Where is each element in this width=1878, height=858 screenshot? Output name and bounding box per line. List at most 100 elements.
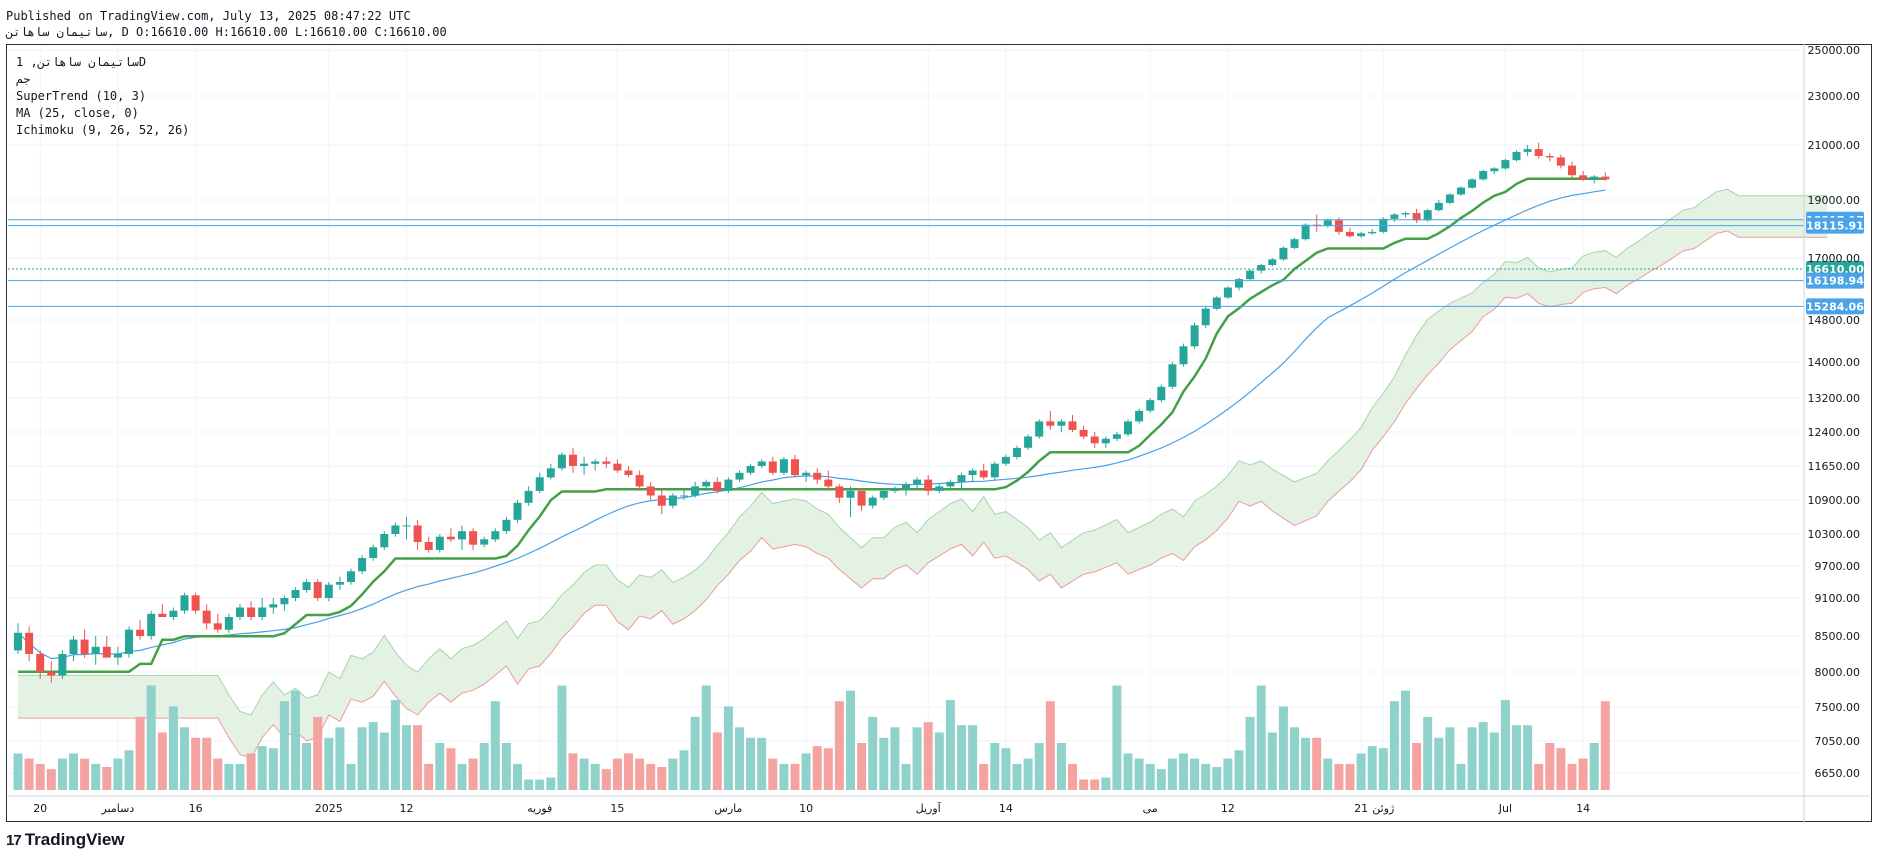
candle-body	[635, 475, 644, 487]
volume-bar	[912, 727, 922, 790]
tradingview-footer[interactable]: 17 TradingView	[6, 830, 125, 850]
candle-body	[702, 481, 711, 487]
volume-bar	[168, 706, 178, 790]
volume-bar	[357, 727, 367, 790]
volume-bar	[1367, 746, 1377, 790]
candle-body	[802, 472, 811, 476]
volume-bar	[1234, 750, 1244, 790]
x-axis-tick-label: ژوئن	[1372, 802, 1394, 815]
candle-body	[1268, 259, 1277, 265]
candle-body	[1390, 214, 1399, 219]
volume-bar	[579, 758, 589, 790]
candle-body	[746, 466, 755, 473]
volume-bar	[990, 743, 1000, 790]
volume-bar	[1079, 779, 1089, 790]
candle-body	[1201, 308, 1210, 326]
y-axis-tick-label: 10300.00	[1808, 528, 1861, 541]
volume-bar	[146, 685, 156, 790]
price-label-bg	[1806, 298, 1864, 315]
candle-body	[1190, 325, 1199, 347]
volume-bar	[723, 706, 733, 790]
candle-body	[879, 490, 888, 498]
chart-frame[interactable]	[6, 44, 1872, 822]
x-axis-tick-label: می	[1143, 802, 1158, 815]
volume-bar	[135, 716, 145, 791]
volume-bar	[346, 763, 356, 790]
x-axis-tick-label: 14	[1576, 802, 1590, 815]
candle-body	[1401, 213, 1410, 215]
candle-body	[1601, 176, 1610, 180]
candle-body	[735, 472, 744, 480]
candle-body	[280, 598, 289, 605]
candle-body	[1423, 210, 1432, 221]
x-axis-tick-label: آوریل	[916, 801, 942, 815]
volume-bar	[1101, 777, 1111, 790]
x-axis-tick-label: 20	[33, 802, 47, 815]
volume-bar	[1567, 763, 1577, 790]
volume-bar	[1301, 737, 1311, 791]
volume-bar	[46, 769, 56, 790]
legend-supertrend[interactable]: SuperTrend (10, 3)	[16, 89, 147, 103]
volume-bar	[490, 701, 500, 790]
volume-bar	[568, 753, 578, 790]
legend-symbol[interactable]: ساتیمان ساهاتن, 1D	[16, 55, 147, 69]
candle-body	[857, 490, 866, 506]
candle-body	[158, 613, 167, 617]
volume-bar	[424, 763, 434, 790]
candle-body	[757, 461, 766, 466]
candle-body	[313, 582, 322, 598]
candle-body	[435, 536, 444, 550]
candle-body	[236, 607, 244, 617]
price-label-bg	[1806, 217, 1864, 234]
x-axis-tick-label: 15	[610, 802, 624, 815]
volume-bar	[1334, 763, 1344, 790]
candle-body	[202, 610, 211, 624]
candle-body	[58, 654, 67, 676]
candle-body	[1101, 438, 1110, 444]
candle-body	[535, 477, 544, 491]
legend-ma[interactable]: MA (25, close, 0)	[16, 106, 139, 120]
candle-body	[1279, 247, 1288, 260]
volume-bar	[1290, 727, 1299, 790]
candle-body	[1079, 429, 1088, 437]
volume-bar	[279, 701, 289, 790]
candle-body	[1445, 194, 1454, 203]
price-label: 18115.91	[1806, 220, 1864, 233]
candle-body	[1235, 279, 1243, 288]
volume-bar	[501, 743, 511, 790]
candle-body	[358, 558, 367, 572]
candle-body	[890, 488, 899, 491]
volume-bar	[757, 737, 767, 791]
chart-header: Published on TradingView.com, July 13, 2…	[6, 8, 447, 40]
volume-bar	[102, 767, 112, 790]
volume-bar	[257, 746, 267, 790]
candle-body	[224, 617, 233, 630]
candle-body	[602, 461, 611, 464]
candle-body	[591, 461, 600, 464]
candle-body	[1523, 149, 1532, 152]
volume-bar	[1256, 685, 1266, 790]
candle-body	[1212, 297, 1221, 309]
y-axis-tick-label: 12400.00	[1808, 426, 1861, 439]
candle-body	[1346, 231, 1354, 237]
candle-body	[1246, 270, 1255, 280]
candle-body	[657, 495, 666, 506]
ichimoku-span-a	[18, 188, 1828, 716]
y-axis-tick-label: 6650.00	[1815, 767, 1861, 780]
candle-body	[347, 571, 355, 582]
candle-body	[924, 479, 933, 491]
volume-bar	[1556, 748, 1566, 790]
candle-body	[768, 461, 777, 473]
candle-body	[125, 629, 133, 654]
candle-body	[1157, 386, 1166, 401]
volume-bar	[1034, 743, 1044, 790]
candle-body	[446, 536, 455, 540]
candle-body	[1556, 157, 1565, 166]
legend-ichimoku[interactable]: Ichimoku (9, 26, 52, 26)	[16, 123, 190, 137]
price-label: 15284.06	[1806, 300, 1864, 313]
x-axis-tick-label: 16	[189, 802, 203, 815]
candle-body	[291, 590, 300, 598]
volume-bar	[224, 763, 234, 790]
volume-bar	[235, 763, 245, 790]
